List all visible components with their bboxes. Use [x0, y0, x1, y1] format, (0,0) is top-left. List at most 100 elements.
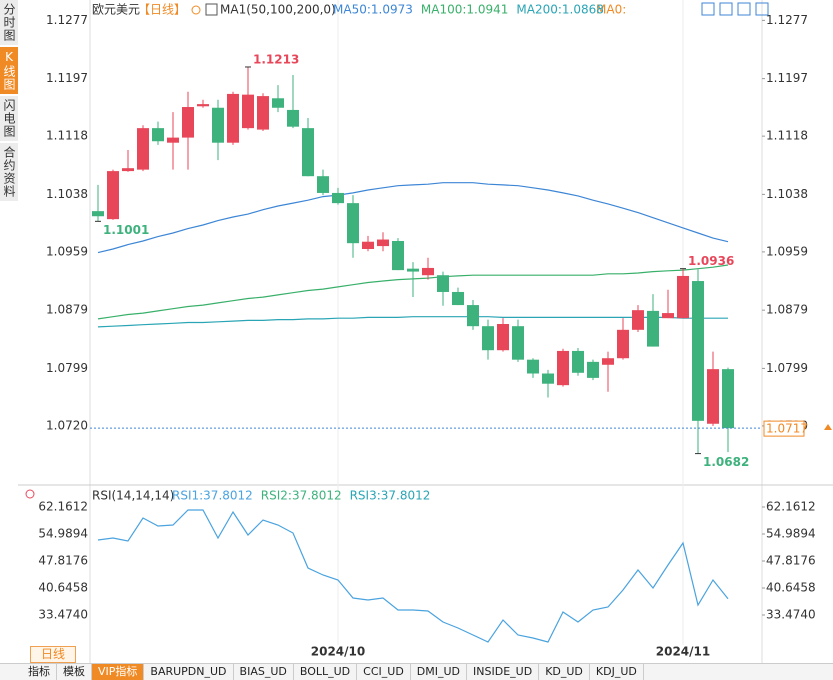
- bottom-tab[interactable]: BIAS_UD: [234, 664, 294, 680]
- candle-body: [122, 168, 134, 172]
- background: [0, 0, 833, 663]
- y-tick-label: 33.4740: [38, 607, 88, 621]
- y-tick-label: 1.0879: [46, 303, 88, 317]
- legend-entry: RSI3:37.8012: [350, 489, 431, 503]
- candle-body: [467, 305, 479, 327]
- bottom-tab[interactable]: VIP指标: [92, 664, 145, 680]
- candle-body: [392, 240, 404, 271]
- sidebar-tab[interactable]: K线图: [0, 47, 18, 96]
- last-price-label: 1.0717: [766, 422, 808, 436]
- icon[interactable]: [191, 5, 201, 15]
- y-tick-label: 1.0799: [766, 361, 808, 375]
- y-tick-label: 1.0959: [46, 244, 88, 258]
- bottom-tab[interactable]: 模板: [57, 664, 92, 680]
- bottom-tab[interactable]: KDJ_UD: [590, 664, 644, 680]
- y-tick-label: 1.1038: [46, 187, 88, 201]
- bottom-tab[interactable]: 指标: [22, 664, 57, 680]
- candle-body: [302, 128, 314, 177]
- candle-body: [497, 324, 509, 351]
- ma-line: [97, 316, 728, 328]
- y-tick-label: 1.0720: [46, 418, 88, 432]
- candle-body: [482, 326, 494, 351]
- bottom-tab[interactable]: KD_UD: [539, 664, 590, 680]
- y-tick-label: 40.6458: [38, 580, 88, 594]
- tool-button[interactable]: [701, 2, 715, 16]
- y-tick-label: 54.9894: [766, 526, 816, 540]
- bottom-tabs: 指标 模板 VIP指标 BARUPDN_UD BIAS_UD BOLL_UD CCI_UD D…: [0, 663, 833, 680]
- last-price-box: [763, 420, 805, 437]
- candle-body: [332, 192, 344, 204]
- bottom-tab[interactable]: DMI_UD: [411, 664, 468, 680]
- candle-body: [152, 128, 164, 142]
- sidebar-tab[interactable]: 分时图: [0, 0, 18, 47]
- icon[interactable]: [25, 489, 35, 499]
- candle-body: [632, 310, 644, 330]
- candle-body: [377, 239, 389, 247]
- y-tick-label: 62.1612: [38, 499, 88, 513]
- y-tick-label: 1.1038: [766, 187, 808, 201]
- candle-body: [317, 176, 329, 193]
- candle-body: [677, 275, 689, 319]
- extreme-label: 1.0936: [688, 254, 734, 268]
- candle-body: [422, 267, 434, 276]
- y-tick-label: 1.1197: [46, 71, 88, 85]
- candle-body: [572, 350, 584, 373]
- sidebar-tab[interactable]: 合约资料: [0, 143, 18, 203]
- y-tick-label: 47.8176: [766, 553, 816, 567]
- chart: 欧元美元 【日线】 MA1(50,100,200,0) MA0: RSI(14,…: [0, 0, 833, 663]
- tool-button[interactable]: [719, 2, 733, 16]
- toolbar: [701, 2, 769, 16]
- extreme-label: 1.1001: [103, 223, 149, 237]
- bottom-tab[interactable]: BOLL_UD: [294, 664, 358, 680]
- candle-body: [512, 326, 524, 360]
- ma-line: [97, 182, 729, 254]
- legend-entry: MA100:1.0941: [421, 3, 509, 17]
- sidebar-tab[interactable]: 闪电图: [0, 96, 18, 143]
- candle-body: [287, 109, 299, 127]
- candle-body: [257, 96, 269, 130]
- bottom-tab[interactable]: CCI_UD: [357, 664, 411, 680]
- y-tick-label: 1.1197: [766, 71, 808, 85]
- candle-body: [527, 359, 539, 374]
- candle-body: [362, 241, 374, 250]
- y-tick-label: 62.1612: [766, 499, 816, 513]
- candle-body: [542, 373, 554, 384]
- legend-entry: MA50:1.0973: [333, 3, 413, 17]
- candle-body: [107, 171, 119, 220]
- icon[interactable]: [205, 3, 218, 16]
- period-button[interactable]: 日线: [30, 646, 76, 663]
- indicator: MA1(50,100,200,0): [220, 3, 336, 17]
- candle-body: [92, 211, 104, 217]
- candle-body: [242, 94, 254, 129]
- candle-body: [272, 98, 284, 108]
- bottom-tab[interactable]: BARUPDN_UD: [144, 664, 234, 680]
- sidebar: 分时图 K线图 闪电图 合约资料: [0, 0, 18, 203]
- ma-extra: MA0:: [596, 3, 626, 17]
- y-tick-label: 40.6458: [766, 580, 816, 594]
- candle-body: [227, 93, 239, 143]
- rsi-title: RSI(14,14,14): [92, 489, 174, 503]
- rsi-line: [97, 509, 729, 643]
- x-tick-label: 2024/11: [656, 645, 710, 659]
- legend-entry: RSI2:37.8012: [261, 489, 342, 503]
- candle-body: [347, 203, 359, 244]
- candle-body: [707, 369, 719, 424]
- bottom-tab[interactable]: INSIDE_UD: [467, 664, 540, 680]
- candle-body: [557, 350, 569, 386]
- candle-body: [662, 313, 674, 319]
- candle-body: [437, 275, 449, 292]
- candle-body: [212, 107, 224, 143]
- candle-body: [647, 310, 659, 347]
- extreme-label: 1.1213: [253, 52, 299, 66]
- y-tick-label: 1.0799: [46, 361, 88, 375]
- candle-body: [722, 369, 734, 429]
- candle-body: [452, 291, 464, 306]
- period[interactable]: 【日线】: [138, 3, 186, 17]
- tool-button[interactable]: [755, 2, 769, 16]
- legend-entry: MA200:1.0868: [516, 3, 604, 17]
- y-tick-label: 1.1118: [766, 129, 808, 143]
- icon: [824, 424, 832, 430]
- y-tick-label: 1.1277: [766, 13, 808, 27]
- tool-button[interactable]: [737, 2, 751, 16]
